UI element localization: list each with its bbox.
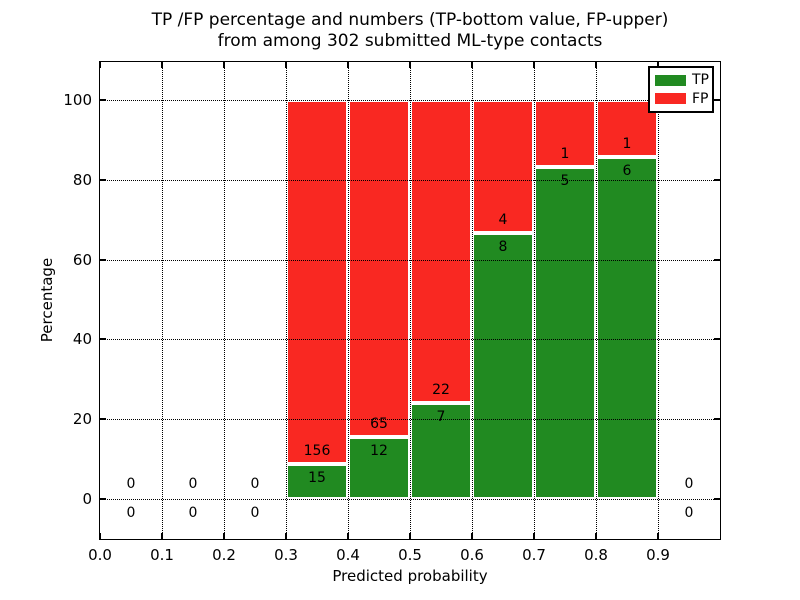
legend-row-tp: TP	[655, 72, 709, 89]
y-tick-label: 80	[72, 170, 92, 189]
tp-color-swatch-icon	[655, 74, 686, 86]
y-axis-label: Percentage	[38, 257, 56, 343]
x-tick-label: 0.9	[646, 546, 670, 564]
x-tick-label: 0.5	[398, 546, 422, 564]
legend-row-fp: FP	[655, 90, 709, 107]
chart-title-line1: TP /FP percentage and numbers (TP-bottom…	[151, 10, 669, 30]
chart-title-line2: from among 302 submitted ML-type contact…	[217, 31, 603, 51]
plot-area	[99, 61, 721, 540]
x-tick-label: 0.0	[88, 546, 112, 564]
x-tick-label: 0.2	[212, 546, 236, 564]
x-tick-label: 0.1	[150, 546, 174, 564]
x-tick-label: 0.3	[274, 546, 298, 564]
x-axis-label: Predicted probability	[332, 567, 488, 585]
x-tick-label: 0.6	[460, 546, 484, 564]
y-tick-label: 20	[72, 410, 92, 429]
y-tick-label: 100	[63, 91, 92, 109]
y-tick-label: 0	[82, 490, 92, 508]
fp-color-swatch-icon	[655, 93, 686, 105]
legend-label-tp: TP	[692, 72, 709, 89]
legend-label-fp: FP	[692, 90, 709, 107]
chart-title: TP /FP percentage and numbers (TP-bottom…	[100, 10, 720, 52]
legend: TP FP	[648, 66, 714, 113]
x-tick-label: 0.8	[584, 546, 608, 564]
x-tick-label: 0.7	[522, 546, 546, 564]
x-tick-label: 0.4	[336, 546, 360, 564]
